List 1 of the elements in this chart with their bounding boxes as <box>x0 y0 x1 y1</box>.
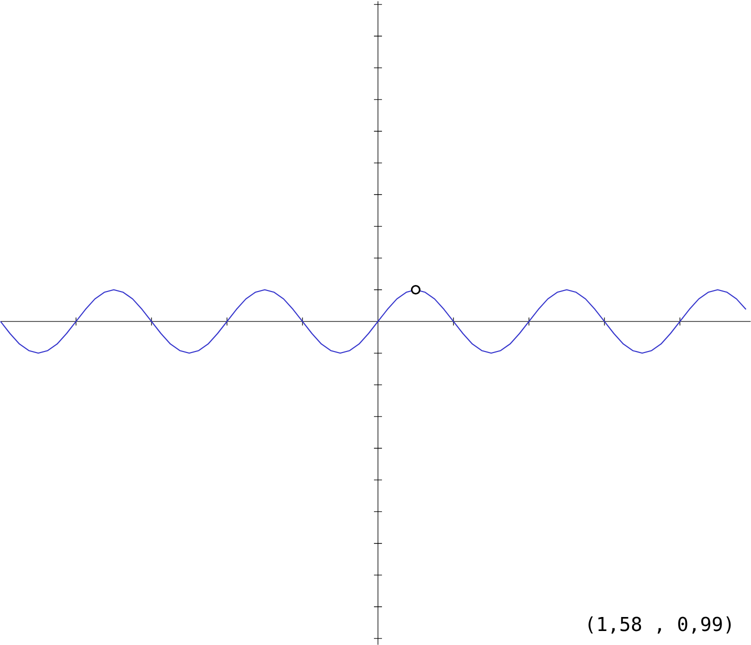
text: (1,58 , 0,99) <box>588 616 731 634</box>
